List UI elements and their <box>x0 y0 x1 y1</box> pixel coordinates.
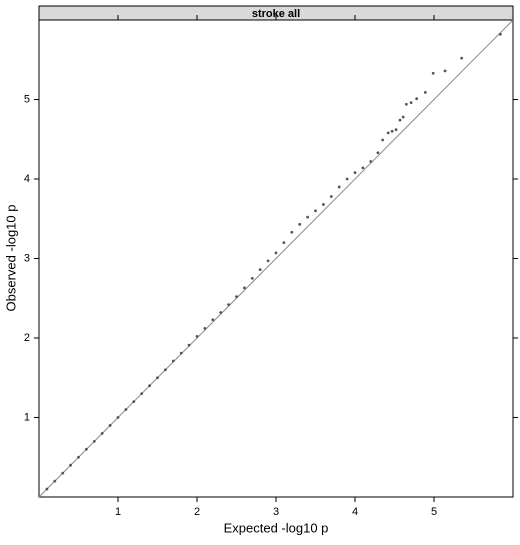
point <box>164 368 167 372</box>
point <box>329 195 333 198</box>
point <box>92 439 96 443</box>
point <box>85 447 88 451</box>
point <box>100 432 104 435</box>
x-axis-label: Expected -log10 p <box>224 520 329 535</box>
y-axis-label: Observed -log10 p <box>3 205 18 312</box>
y-tick-label: 5 <box>24 93 30 105</box>
point <box>195 335 199 338</box>
point <box>69 463 72 467</box>
point <box>423 90 427 94</box>
point <box>235 295 238 299</box>
point <box>243 286 246 290</box>
point <box>298 222 302 226</box>
point <box>124 408 128 411</box>
point <box>250 276 254 280</box>
x-tick-label: 3 <box>273 506 279 518</box>
point <box>314 209 317 213</box>
point <box>409 101 413 105</box>
point <box>381 138 385 142</box>
point <box>227 303 231 307</box>
point <box>274 251 278 255</box>
point <box>187 343 191 347</box>
point <box>345 177 349 181</box>
point <box>390 129 394 133</box>
point <box>401 115 405 119</box>
point <box>156 376 159 380</box>
point <box>369 160 373 163</box>
point <box>460 56 464 60</box>
point <box>219 311 223 314</box>
point <box>322 203 325 206</box>
y-tick-label: 3 <box>24 252 30 264</box>
point <box>171 359 175 363</box>
point <box>415 97 419 101</box>
point <box>337 185 341 189</box>
point <box>361 166 365 170</box>
point <box>258 268 262 272</box>
point <box>61 471 65 475</box>
point <box>77 455 80 459</box>
point <box>45 487 49 491</box>
point <box>353 171 357 175</box>
point <box>53 479 57 483</box>
point <box>116 416 120 419</box>
point <box>179 351 183 355</box>
y-tick-label: 2 <box>24 332 30 344</box>
point <box>443 69 447 73</box>
point <box>140 392 144 396</box>
point <box>108 424 112 427</box>
point <box>376 151 380 155</box>
point <box>266 259 270 263</box>
point <box>290 230 294 234</box>
y-tick-label: 1 <box>24 411 30 423</box>
point <box>404 102 408 106</box>
x-tick-label: 2 <box>194 506 200 518</box>
point <box>386 131 390 135</box>
point <box>282 241 286 245</box>
point <box>211 318 215 322</box>
point <box>203 327 207 330</box>
point <box>148 384 152 388</box>
point <box>394 128 398 132</box>
strip-title: stroke all <box>252 8 300 20</box>
point <box>398 118 402 122</box>
x-tick-label: 1 <box>115 506 121 518</box>
y-tick-label: 4 <box>24 173 30 185</box>
point <box>498 32 502 36</box>
point <box>306 215 309 219</box>
x-tick-label: 5 <box>431 506 437 518</box>
point <box>132 400 136 403</box>
x-tick-label: 4 <box>352 506 358 518</box>
point <box>431 71 435 75</box>
